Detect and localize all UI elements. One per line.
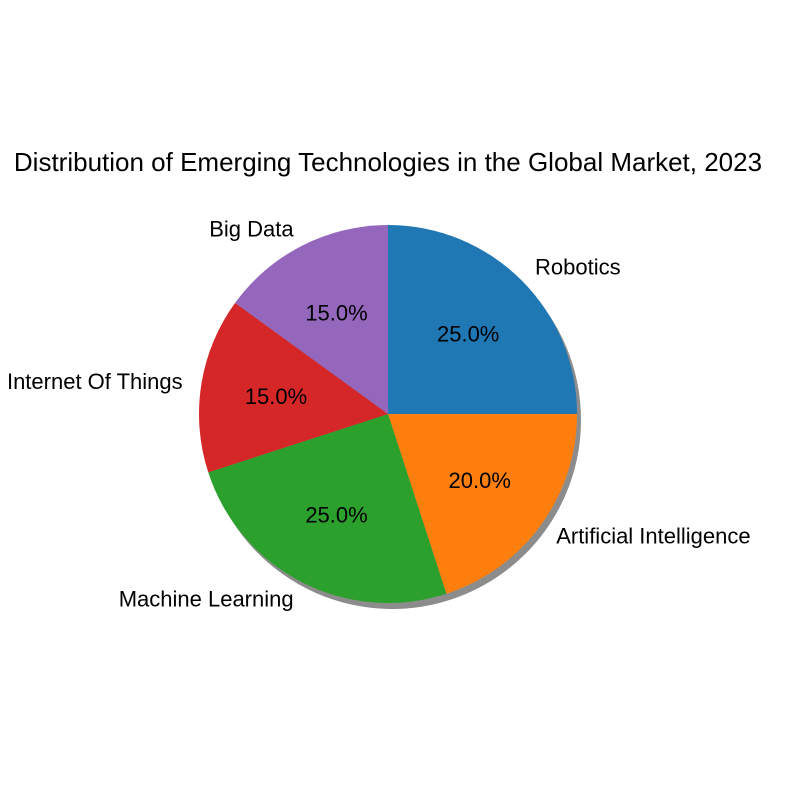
slice-label-big-data: Big Data bbox=[209, 216, 294, 241]
pie-slice-artificial-intelligence bbox=[388, 414, 577, 594]
pie-slice-big-data bbox=[235, 225, 388, 414]
slice-label-internet-of-things: Internet Of Things bbox=[7, 369, 183, 394]
pie-slice-internet-of-things bbox=[199, 302, 388, 473]
chart-title: Distribution of Emerging Technologies in… bbox=[14, 147, 762, 177]
pie-slices bbox=[199, 225, 577, 603]
pie-slice-robotics bbox=[388, 225, 577, 414]
slice-percent-robotics: 25.0% bbox=[437, 321, 499, 346]
slice-percent-big-data: 15.0% bbox=[305, 300, 367, 325]
slice-label-robotics: Robotics bbox=[535, 254, 621, 279]
slice-label-machine-learning: Machine Learning bbox=[119, 587, 294, 612]
slice-percent-machine-learning: 25.0% bbox=[305, 503, 367, 528]
slice-percent-artificial-intelligence: 20.0% bbox=[449, 468, 511, 493]
pie-slice-machine-learning bbox=[208, 414, 447, 603]
slice-percent-internet-of-things: 15.0% bbox=[245, 384, 307, 409]
slice-label-artificial-intelligence: Artificial Intelligence bbox=[556, 524, 750, 549]
pie-labels: Robotics 25.0% Artificial Intelligence 20.0… bbox=[7, 216, 751, 611]
